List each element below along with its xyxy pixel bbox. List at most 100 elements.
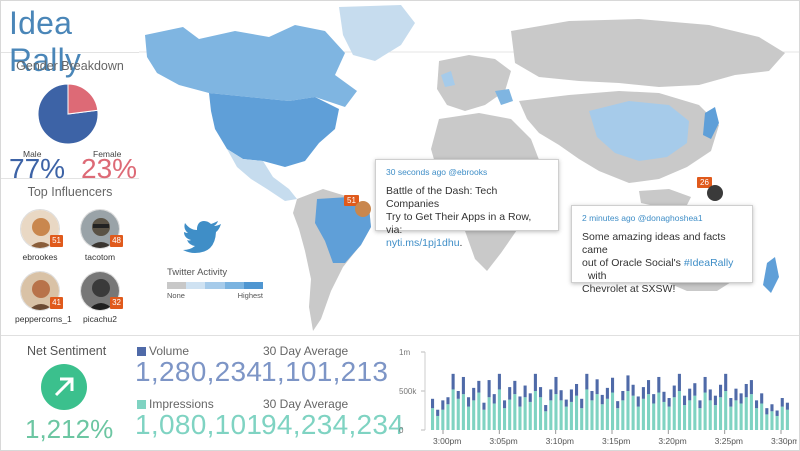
bar-volume[interactable]: [647, 380, 651, 395]
bar-volume[interactable]: [456, 391, 460, 399]
bar-volume[interactable]: [611, 377, 615, 393]
bar-impressions[interactable]: [641, 398, 645, 430]
bar-impressions[interactable]: [487, 397, 491, 430]
bar-volume[interactable]: [652, 394, 656, 404]
bar-volume[interactable]: [636, 396, 640, 407]
bar-impressions[interactable]: [456, 398, 460, 430]
bar-impressions[interactable]: [621, 400, 625, 430]
bar-impressions[interactable]: [544, 411, 548, 430]
bar-impressions[interactable]: [734, 400, 738, 430]
bar-volume[interactable]: [724, 373, 728, 391]
bar-impressions[interactable]: [657, 392, 661, 430]
bar-volume[interactable]: [518, 396, 522, 407]
bar-impressions[interactable]: [461, 394, 465, 430]
bar-volume[interactable]: [477, 380, 481, 393]
bar-impressions[interactable]: [662, 401, 666, 430]
bar-impressions[interactable]: [585, 389, 589, 430]
bar-volume[interactable]: [451, 373, 455, 390]
bar-volume[interactable]: [508, 387, 512, 400]
bar-volume[interactable]: [765, 408, 769, 415]
bar-volume[interactable]: [575, 383, 579, 396]
bar-impressions[interactable]: [631, 395, 635, 430]
bar-impressions[interactable]: [688, 400, 692, 430]
map-marker-badge[interactable]: 26: [697, 177, 712, 188]
bar-impressions[interactable]: [760, 403, 764, 430]
bar-impressions[interactable]: [780, 406, 784, 430]
bar-volume[interactable]: [708, 389, 712, 401]
bar-volume[interactable]: [441, 400, 445, 410]
bar-volume[interactable]: [734, 388, 738, 401]
bar-volume[interactable]: [492, 394, 496, 404]
bar-impressions[interactable]: [539, 397, 543, 430]
bar-volume[interactable]: [564, 399, 568, 407]
bar-impressions[interactable]: [595, 394, 599, 430]
bar-impressions[interactable]: [770, 411, 774, 430]
bar-impressions[interactable]: [739, 403, 743, 430]
bar-volume[interactable]: [749, 380, 753, 395]
bar-volume[interactable]: [703, 376, 707, 393]
bar-volume[interactable]: [585, 373, 589, 390]
bar-volume[interactable]: [755, 400, 759, 409]
bar-impressions[interactable]: [580, 408, 584, 430]
bar-volume[interactable]: [657, 376, 661, 393]
bar-impressions[interactable]: [703, 392, 707, 430]
map-marker-avatar[interactable]: [707, 185, 723, 201]
map-marker-badge[interactable]: 51: [344, 195, 359, 206]
bar-volume[interactable]: [580, 398, 584, 409]
bar-impressions[interactable]: [713, 405, 717, 430]
bar-impressions[interactable]: [559, 400, 563, 430]
tweet-hashtag[interactable]: #IdeaRally: [683, 257, 734, 269]
bar-volume[interactable]: [641, 387, 645, 399]
bar-volume[interactable]: [626, 375, 630, 391]
activity-chart[interactable]: 1m 500k 0 3:00pm 3:05pm 3:10pm 3:15pm 3:20pm 3:2…: [397, 344, 799, 450]
bar-impressions[interactable]: [698, 408, 702, 430]
bar-volume[interactable]: [677, 373, 681, 391]
pie-slice-male[interactable]: [37, 83, 99, 145]
bar-volume[interactable]: [528, 393, 532, 402]
bar-impressions[interactable]: [477, 392, 481, 430]
influencer-item[interactable]: 32 picachu2: [75, 271, 125, 324]
bar-volume[interactable]: [729, 398, 733, 407]
bar-impressions[interactable]: [693, 395, 697, 430]
bar-impressions[interactable]: [708, 400, 712, 430]
map-marker-avatar[interactable]: [355, 201, 371, 217]
bar-volume[interactable]: [590, 391, 594, 401]
bar-volume[interactable]: [698, 400, 702, 409]
bar-volume[interactable]: [719, 384, 723, 398]
bar-volume[interactable]: [667, 398, 671, 407]
bar-impressions[interactable]: [513, 394, 517, 430]
bar-impressions[interactable]: [564, 406, 568, 430]
bar-impressions[interactable]: [575, 395, 579, 430]
bar-volume[interactable]: [436, 409, 440, 416]
bar-impressions[interactable]: [467, 406, 471, 430]
bar-volume[interactable]: [554, 376, 558, 395]
bar-volume[interactable]: [467, 397, 471, 407]
bar-impressions[interactable]: [549, 400, 553, 430]
bar-impressions[interactable]: [533, 391, 537, 430]
influencer-item[interactable]: 41 peppercorns_1: [15, 271, 72, 324]
bar-impressions[interactable]: [765, 414, 769, 430]
bar-impressions[interactable]: [677, 391, 681, 430]
bar-impressions[interactable]: [749, 394, 753, 430]
bar-volume[interactable]: [605, 387, 609, 399]
bar-impressions[interactable]: [785, 409, 789, 430]
bar-impressions[interactable]: [724, 391, 728, 430]
bar-volume[interactable]: [559, 390, 563, 401]
bar-impressions[interactable]: [636, 406, 640, 430]
bar-impressions[interactable]: [492, 403, 496, 430]
bar-impressions[interactable]: [590, 400, 594, 430]
bar-impressions[interactable]: [497, 389, 501, 430]
bar-impressions[interactable]: [446, 404, 450, 430]
bar-volume[interactable]: [662, 391, 666, 402]
bar-volume[interactable]: [482, 402, 486, 410]
bar-impressions[interactable]: [441, 409, 445, 430]
bar-volume[interactable]: [631, 384, 635, 396]
bar-impressions[interactable]: [508, 399, 512, 430]
bar-impressions[interactable]: [775, 415, 779, 430]
bar-impressions[interactable]: [528, 401, 532, 430]
tweet-card[interactable]: 2 minutes ago @donaghoshea1 Some amazing…: [571, 205, 753, 295]
bar-volume[interactable]: [497, 373, 501, 390]
bar-volume[interactable]: [616, 401, 620, 409]
bar-volume[interactable]: [539, 387, 543, 398]
pie-slice-female[interactable]: [67, 83, 99, 115]
